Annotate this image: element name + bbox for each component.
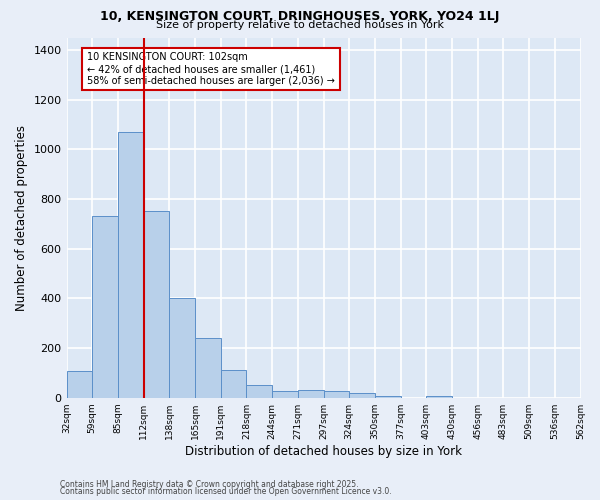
Bar (323, 391, 349, 398)
Bar (272, 392, 298, 398)
Text: 10, KENSINGTON COURT, DRINGHOUSES, YORK, YO24 1LJ: 10, KENSINGTON COURT, DRINGHOUSES, YORK,… (100, 10, 500, 23)
Bar (92, 216, 118, 398)
X-axis label: Distribution of detached houses by size in York: Distribution of detached houses by size … (185, 444, 462, 458)
Bar (349, 392, 375, 398)
Bar (221, 370, 247, 398)
Text: Size of property relative to detached houses in York: Size of property relative to detached ho… (156, 20, 444, 30)
Bar (169, 298, 195, 398)
Y-axis label: Number of detached properties: Number of detached properties (15, 124, 28, 310)
Bar (427, 396, 452, 398)
Text: Contains HM Land Registry data © Crown copyright and database right 2025.: Contains HM Land Registry data © Crown c… (60, 480, 359, 489)
Text: 10 KENSINGTON COURT: 102sqm
← 42% of detached houses are smaller (1,461)
58% of : 10 KENSINGTON COURT: 102sqm ← 42% of det… (87, 52, 335, 86)
Bar (298, 390, 323, 398)
Text: Contains public sector information licensed under the Open Government Licence v3: Contains public sector information licen… (60, 488, 392, 496)
Bar (67, 370, 92, 398)
Bar (143, 212, 169, 398)
Bar (247, 386, 272, 398)
Bar (375, 396, 401, 398)
Bar (195, 338, 221, 398)
Bar (118, 132, 143, 398)
